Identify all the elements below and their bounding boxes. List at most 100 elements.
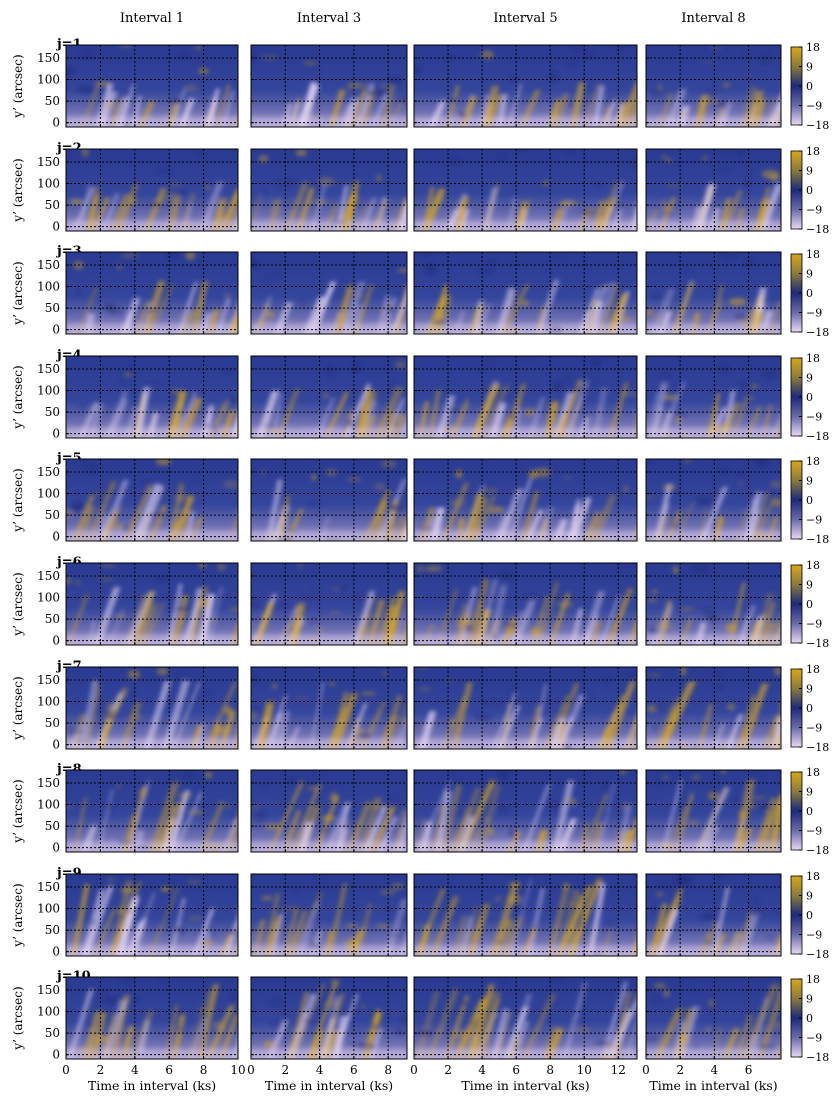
y-axis-label: y’ (arcsec) (11, 365, 25, 429)
x-tick-label: 4 (711, 1063, 719, 1077)
y-axis-label: y’ (arcsec) (11, 883, 25, 947)
heatmap-panel (413, 251, 638, 335)
colorbar-tick-label: 9 (806, 579, 813, 592)
panel-frame (250, 251, 408, 335)
colorbar-tick-label: 18 (806, 973, 820, 986)
colorbar-tick-label: 0 (806, 805, 813, 818)
column-title: Interval 5 (493, 11, 557, 26)
panel-frame (413, 148, 638, 232)
panel-frame (645, 44, 782, 128)
x-tick-label: 8 (200, 1063, 208, 1077)
y-axis-label: y’ (arcsec) (11, 676, 25, 740)
x-tick-label: 10 (577, 1063, 592, 1077)
heatmap-panel (413, 666, 638, 750)
y-tick-label: 100 (37, 1005, 60, 1019)
x-axis-label: Time in interval (ks) (88, 1078, 216, 1093)
y-tick-label: 0 (52, 841, 60, 855)
heatmap-panel (413, 976, 638, 1060)
colorbar: 18 9 0 −9 −18 (790, 248, 829, 339)
y-axis-label: y’ (arcsec) (11, 261, 25, 325)
heatmap-panel (250, 148, 408, 232)
panel-frame (65, 148, 239, 232)
panel-frame (65, 873, 239, 957)
colorbar: 18 9 0 −9 −18 (790, 41, 829, 132)
column-title: Interval 1 (120, 11, 184, 26)
panel-frame (250, 44, 408, 128)
colorbar: 18 9 0 −9 −18 (790, 973, 829, 1064)
x-tick-label: 4 (131, 1063, 139, 1077)
heatmap-panel (65, 458, 239, 542)
heatmap-panel (65, 562, 239, 646)
y-tick-label: 0 (52, 427, 60, 441)
panel-frame (250, 562, 408, 646)
colorbar: 18 9 0 −9 −18 (790, 766, 829, 857)
panel-frame (65, 769, 239, 853)
y-tick-label: 0 (52, 1048, 60, 1062)
colorbar-tick-label: 18 (806, 766, 820, 779)
colorbar-tick-label: 9 (806, 890, 813, 903)
heatmap-panel (645, 873, 782, 957)
panel-frame (250, 355, 408, 439)
x-tick-label: 6 (165, 1063, 173, 1077)
heatmap-panel (645, 44, 782, 128)
y-tick-label: 0 (52, 530, 60, 544)
colorbar-tick-label: −9 (806, 929, 822, 942)
colorbar-tick-label: −18 (806, 844, 829, 857)
y-tick-label: 0 (52, 634, 60, 648)
panel-frame (65, 458, 239, 542)
panel-frame (645, 148, 782, 232)
y-tick-label: 150 (37, 258, 60, 272)
heatmap-panel (413, 355, 638, 439)
x-axis-label: Time in interval (ks) (649, 1078, 777, 1093)
x-tick-label: 8 (546, 1063, 554, 1077)
colorbar-tick-label: 18 (806, 41, 820, 54)
heatmap-panel (645, 458, 782, 542)
panel-frame (65, 666, 239, 750)
x-tick-label: 12 (611, 1063, 626, 1077)
y-tick-label: 150 (37, 362, 60, 376)
heatmap-panel (250, 355, 408, 439)
heatmap-panel (250, 562, 408, 646)
colorbar-tick-label: −9 (806, 618, 822, 631)
y-axis-label: y’ (arcsec) (11, 54, 25, 118)
x-tick-label: 6 (512, 1063, 520, 1077)
y-tick-label: 100 (37, 902, 60, 916)
colorbar-tick-label: −9 (806, 825, 822, 838)
colorbar-tick-label: 9 (806, 475, 813, 488)
y-tick-label: 100 (37, 487, 60, 501)
y-axis-label: y’ (arcsec) (11, 468, 25, 532)
panel-frame (413, 873, 638, 957)
colorbar-tick-label: −9 (806, 514, 822, 527)
heatmap-panel (645, 562, 782, 646)
panel-frame (250, 976, 408, 1060)
heatmap-panel (250, 873, 408, 957)
colorbar-tick-label: −18 (806, 948, 829, 961)
heatmap-panel (65, 873, 239, 957)
panel-frame (645, 769, 782, 853)
heatmap-panel (645, 666, 782, 750)
x-tick-label: 10 (230, 1063, 245, 1077)
heatmap-panel (250, 458, 408, 542)
heatmap-panel (413, 44, 638, 128)
y-axis-label: y’ (arcsec) (11, 158, 25, 222)
heatmap-panel (250, 251, 408, 335)
y-tick-label: 150 (37, 983, 60, 997)
y-tick-label: 50 (45, 819, 60, 833)
heatmap-panel (65, 769, 239, 853)
colorbar-tick-label: 18 (806, 455, 820, 468)
panel-frame (65, 44, 239, 128)
colorbar-tick-label: 9 (806, 268, 813, 281)
colorbar-tick-label: −18 (806, 430, 829, 443)
y-tick-label: 50 (45, 1026, 60, 1040)
colorbar-tick-label: −9 (806, 307, 822, 320)
panel-frame (413, 976, 638, 1060)
y-tick-label: 150 (37, 776, 60, 790)
heatmap-panel (645, 976, 782, 1060)
colorbar-tick-label: −9 (806, 100, 822, 113)
